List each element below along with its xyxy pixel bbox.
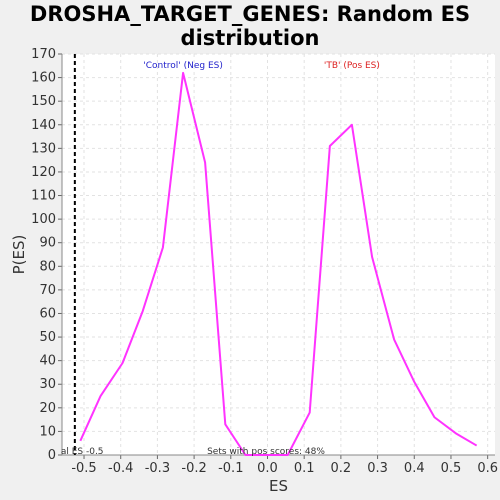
y-tick-label: 170 bbox=[31, 47, 56, 62]
y-tick-label: 60 bbox=[39, 306, 56, 321]
x-tick-label: 0.5 bbox=[441, 461, 462, 476]
chart-title: DROSHA_TARGET_GENES: Random ES distribut… bbox=[0, 2, 500, 50]
x-axis-title: ES bbox=[269, 477, 288, 495]
y-tick-label: 20 bbox=[39, 401, 56, 416]
annotation-layer: al ES -0.5 'Control' (Neg ES) 'TB' (Pos ES… bbox=[61, 54, 380, 457]
y-tick-label: 80 bbox=[39, 259, 56, 274]
y-tick-label: 30 bbox=[39, 377, 56, 392]
x-tick-label: 0.2 bbox=[331, 461, 352, 476]
x-tick-label: -0.2 bbox=[181, 461, 206, 476]
y-axis-title: P(ES) bbox=[10, 235, 28, 275]
es-distribution-line bbox=[79, 71, 478, 456]
y-tick-label: 40 bbox=[39, 354, 56, 369]
y-tick-label: 150 bbox=[31, 94, 56, 109]
x-tick-label: 0.3 bbox=[367, 461, 388, 476]
y-tick-label: 10 bbox=[39, 424, 56, 439]
y-tick-label: 100 bbox=[31, 212, 56, 227]
x-tick-label: 0.0 bbox=[257, 461, 278, 476]
axes: 0 10 20 30 40 50 60 70 80 90 100 110 120 130 140 150 160… bbox=[10, 47, 498, 495]
chart-title-line1: DROSHA_TARGET_GENES: Random ES bbox=[29, 2, 471, 26]
y-tick-label: 90 bbox=[39, 236, 56, 251]
chart-title-line2: distribution bbox=[180, 26, 320, 50]
x-tick-label: -0.5 bbox=[71, 461, 96, 476]
y-tick-label: 120 bbox=[31, 165, 56, 180]
x-tick-label: 0.4 bbox=[404, 461, 425, 476]
grid-lines bbox=[62, 53, 495, 456]
y-tick-label: 70 bbox=[39, 283, 56, 298]
series-layer bbox=[79, 71, 478, 456]
x-tick-label: -0.4 bbox=[108, 461, 133, 476]
pos-scores-note: Sets with pos scores: 48% bbox=[207, 447, 325, 457]
plot-area bbox=[62, 54, 495, 455]
y-tick-label: 140 bbox=[31, 118, 56, 133]
y-tick-label: 130 bbox=[31, 141, 56, 156]
neg-es-annotation: 'Control' (Neg ES) bbox=[143, 61, 223, 71]
x-tick-label: -0.3 bbox=[145, 461, 170, 476]
x-tick-label: 0.6 bbox=[477, 461, 498, 476]
x-tick-label: 0.1 bbox=[294, 461, 315, 476]
y-tick-label: 0 bbox=[48, 448, 56, 463]
pos-es-annotation: 'TB' (Pos ES) bbox=[324, 61, 380, 71]
y-tick-label: 160 bbox=[31, 71, 56, 86]
actual-es-label: al ES -0.5 bbox=[61, 447, 104, 457]
y-tick-label: 50 bbox=[39, 330, 56, 345]
x-tick-label: -0.1 bbox=[218, 461, 243, 476]
y-tick-label: 110 bbox=[31, 189, 56, 204]
